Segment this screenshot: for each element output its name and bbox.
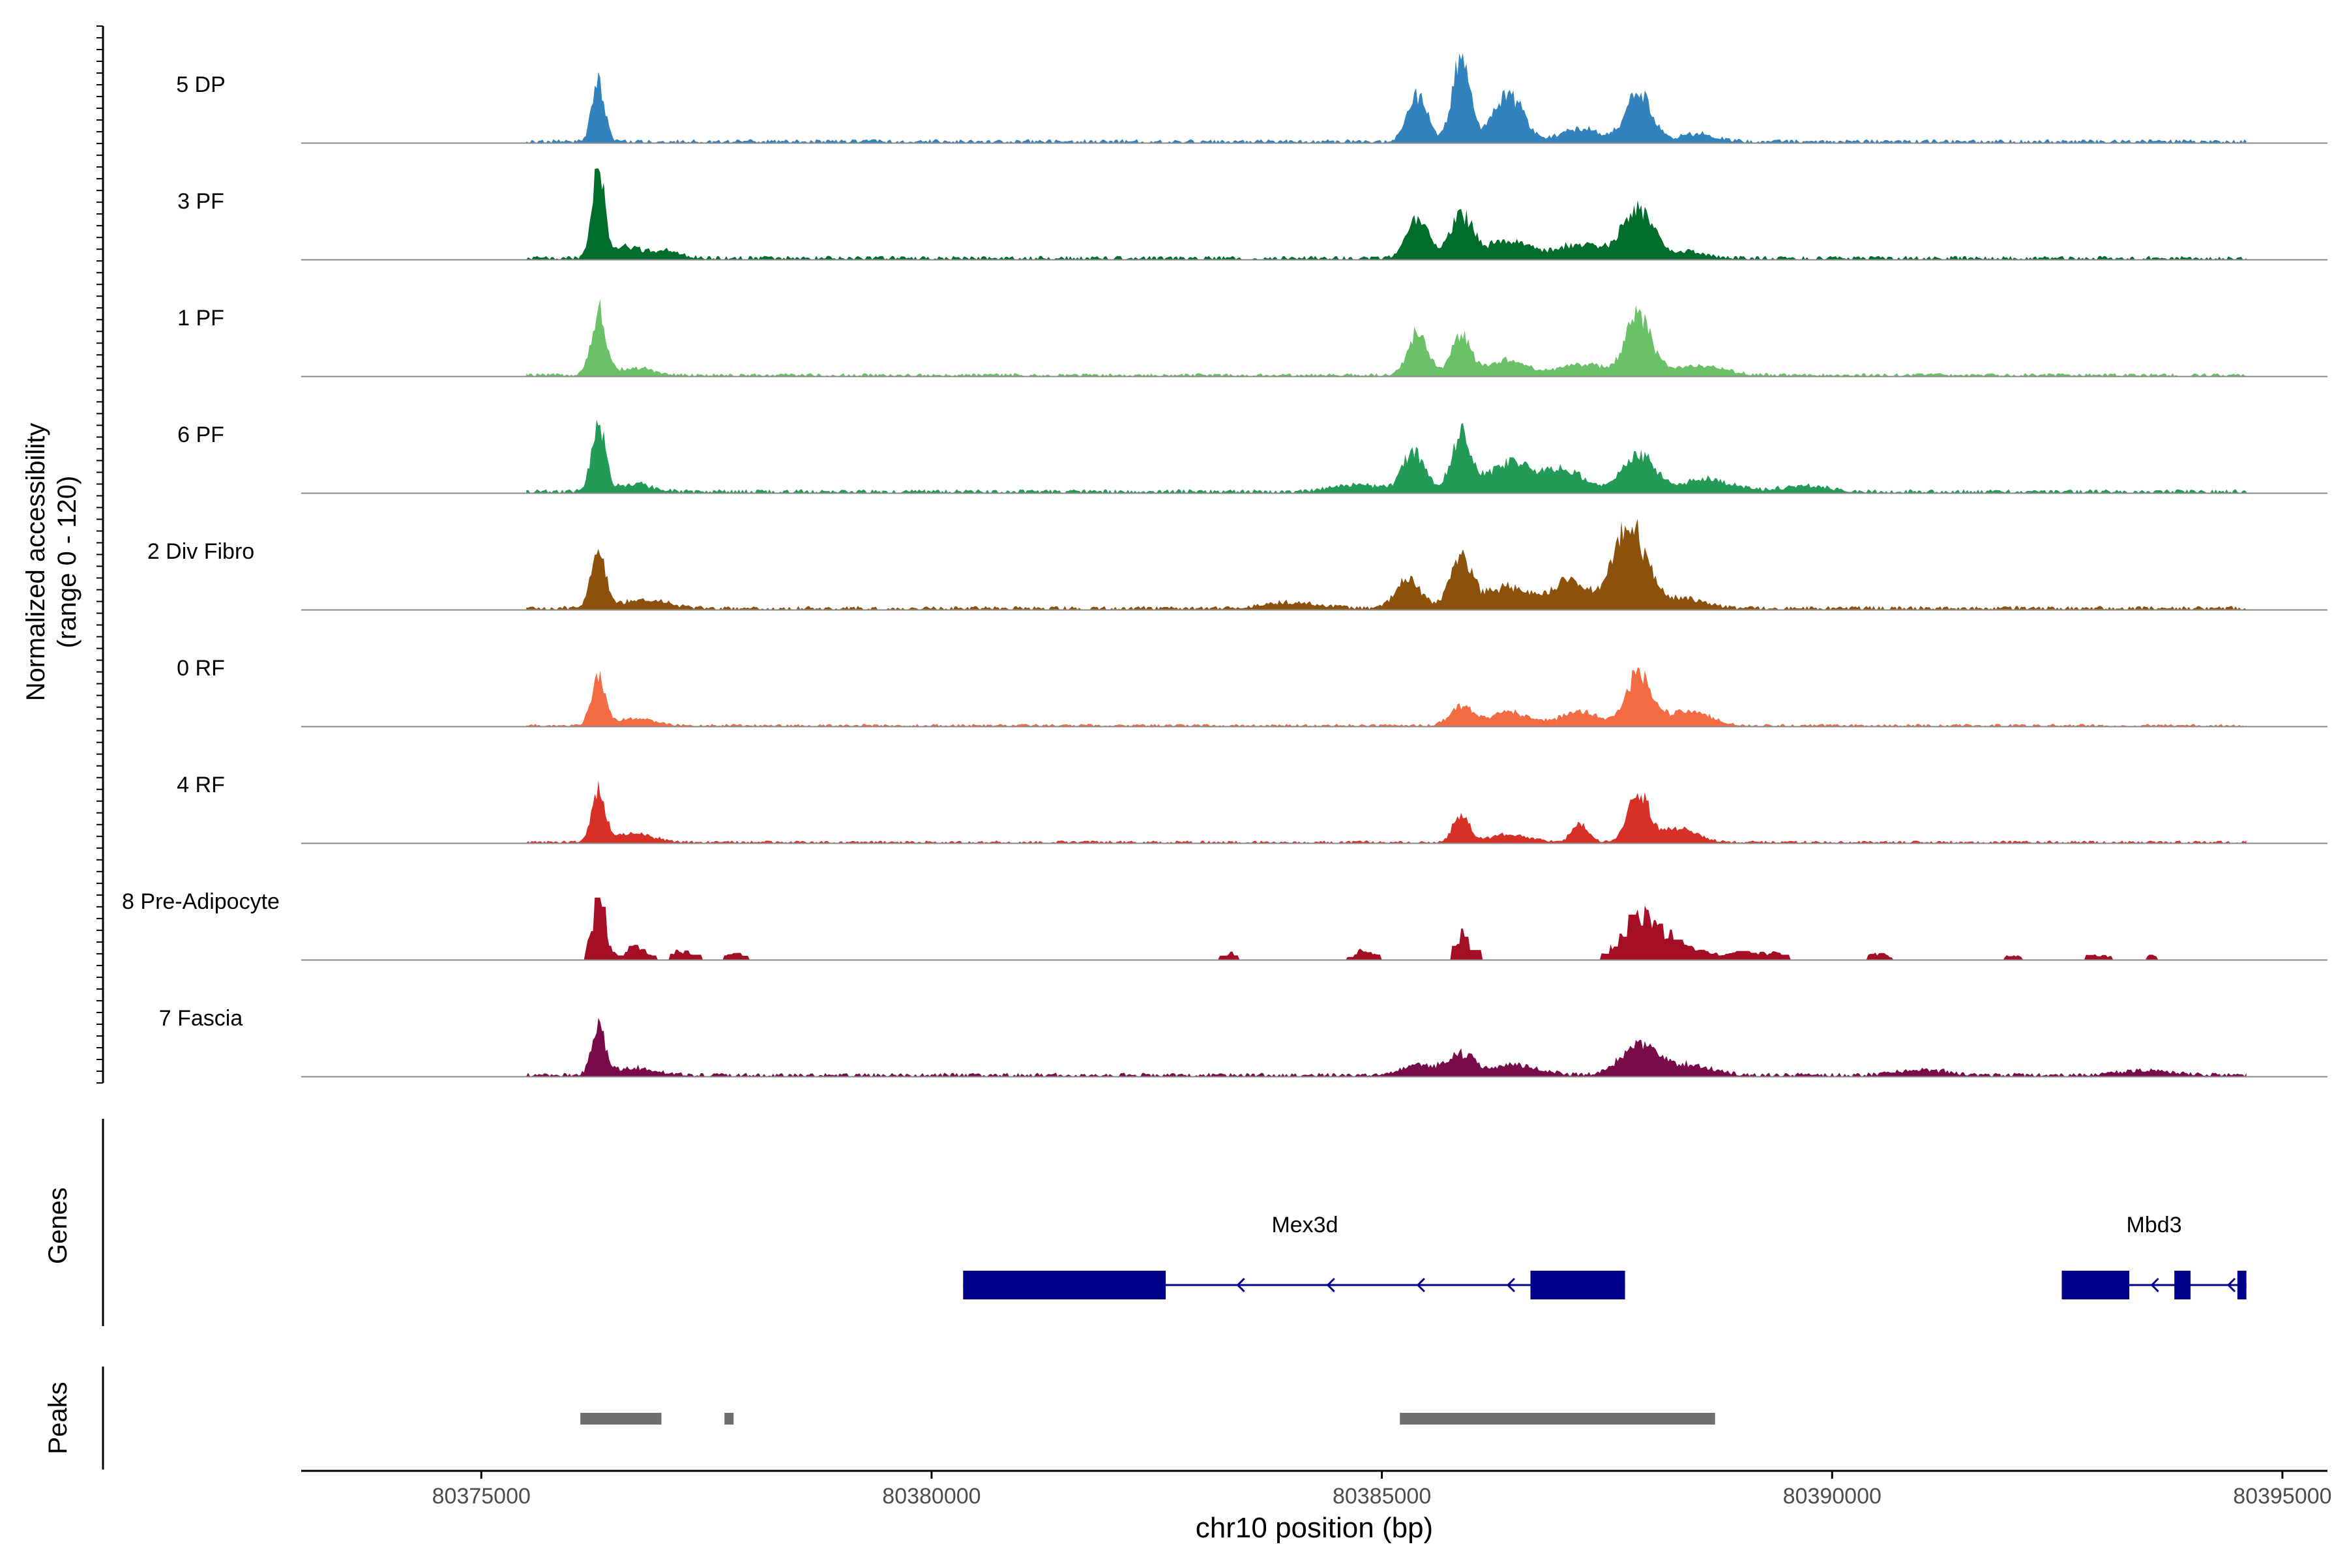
coverage-area xyxy=(526,168,2247,259)
gene-mbd3: Mbd3 xyxy=(2061,1213,2247,1299)
strand-arrow xyxy=(1506,1277,1516,1293)
coverage-tracks: 5 DP 3 PF 1 PF 6 PF 2 Div Fibro 0 RF 4 RF 8 Pre… xyxy=(122,53,2327,1078)
y-axis-label-line2: (range 0 - 120) xyxy=(53,476,81,649)
track-label: 3 PF xyxy=(177,189,224,214)
coverage-area xyxy=(526,419,2247,493)
strand-arrow xyxy=(1416,1277,1425,1293)
track-label: 4 RF xyxy=(177,773,225,797)
gene-label: Mbd3 xyxy=(2127,1213,2182,1237)
gene-exon xyxy=(1530,1271,1625,1299)
x-tick-label: 80390000 xyxy=(1783,1484,1882,1509)
x-axis: 80375000 80380000 80385000 80390000 80395000 xyxy=(301,1470,2332,1509)
gene-exon xyxy=(963,1271,1166,1299)
x-tick-label: 80375000 xyxy=(432,1484,531,1509)
strand-arrow xyxy=(1326,1277,1335,1293)
x-tick-label: 80380000 xyxy=(882,1484,981,1509)
track-8-pre-adipocyte: 8 Pre-Adipocyte xyxy=(122,889,2327,961)
track-label: 2 Div Fibro xyxy=(147,539,254,564)
coverage-area xyxy=(526,667,2247,726)
x-axis-title: chr10 position (bp) xyxy=(1196,1512,1433,1544)
coverage-area xyxy=(526,53,2247,143)
gene-exon xyxy=(2061,1271,2130,1299)
track-label: 1 PF xyxy=(177,306,224,331)
track-label: 7 Fascia xyxy=(159,1006,243,1031)
coverage-area xyxy=(526,897,2247,960)
y-axis-label-line1: Normalized accessibility xyxy=(22,423,50,702)
track-label: 5 DP xyxy=(176,72,226,97)
genes-panel: Mex3d Mbd3 xyxy=(102,1119,2247,1326)
track-7-fascia: 7 Fascia xyxy=(159,1006,2327,1078)
coverage-area xyxy=(526,299,2247,376)
coverage-area xyxy=(526,518,2247,610)
track-0-rf: 0 RF xyxy=(177,656,2327,728)
strand-arrow xyxy=(2150,1277,2159,1293)
track-5-dp: 5 DP xyxy=(176,53,2327,144)
track-4-rf: 4 RF xyxy=(177,773,2327,844)
strand-arrow xyxy=(1236,1277,1245,1293)
peak-region xyxy=(1400,1413,1715,1425)
coverage-y-axis xyxy=(96,25,104,1084)
gene-exon xyxy=(2237,1271,2247,1299)
coverage-area xyxy=(526,780,2247,843)
peaks-panel-label: Peaks xyxy=(44,1382,72,1454)
track-6-pf: 6 PF xyxy=(177,419,2327,494)
x-tick-label: 80395000 xyxy=(2233,1484,2331,1509)
track-label: 8 Pre-Adipocyte xyxy=(122,889,280,914)
coverage-area xyxy=(526,1018,2247,1076)
peak-region xyxy=(724,1413,734,1425)
strand-arrow xyxy=(2226,1277,2236,1293)
peak-region xyxy=(580,1413,662,1425)
gene-label: Mex3d xyxy=(1271,1213,1338,1237)
x-tick-label: 80385000 xyxy=(1333,1484,1431,1509)
track-1-pf: 1 PF xyxy=(177,299,2327,377)
gene-exon xyxy=(2174,1271,2191,1299)
genes-panel-label: Genes xyxy=(44,1187,72,1264)
peaks-panel xyxy=(102,1367,1715,1470)
track-label: 6 PF xyxy=(177,422,224,447)
track-3-pf: 3 PF xyxy=(177,168,2327,261)
gene-mex3d: Mex3d xyxy=(963,1213,1625,1299)
track-2-div-fibro: 2 Div Fibro xyxy=(147,518,2327,611)
y-axis-label: Normalized accessibility (range 0 - 120) xyxy=(22,423,81,702)
track-label: 0 RF xyxy=(177,656,225,681)
